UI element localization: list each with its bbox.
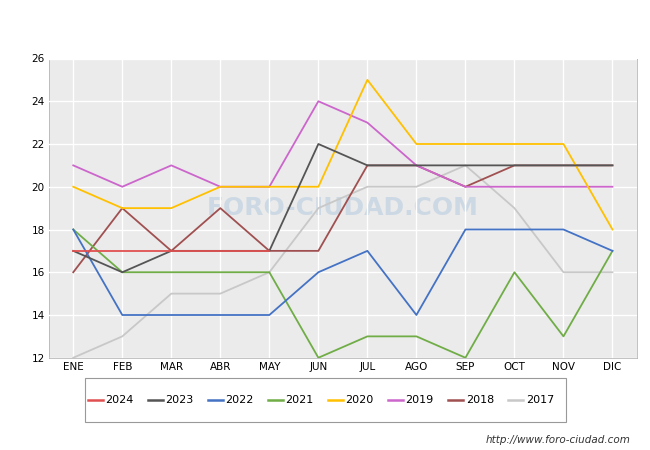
Text: http://www.foro-ciudad.com: http://www.foro-ciudad.com (486, 435, 630, 445)
Text: 2017: 2017 (526, 395, 554, 405)
Text: 2019: 2019 (406, 395, 434, 405)
FancyBboxPatch shape (84, 378, 566, 422)
Text: 2024: 2024 (105, 395, 133, 405)
Text: FORO-CIUDAD.COM: FORO-CIUDAD.COM (207, 196, 479, 220)
Text: 2023: 2023 (165, 395, 193, 405)
Text: 2020: 2020 (345, 395, 374, 405)
Text: 2022: 2022 (225, 395, 254, 405)
Text: 2018: 2018 (465, 395, 494, 405)
Text: Afiliados en Asín a 31/5/2024: Afiliados en Asín a 31/5/2024 (204, 17, 446, 35)
Text: 2021: 2021 (285, 395, 313, 405)
